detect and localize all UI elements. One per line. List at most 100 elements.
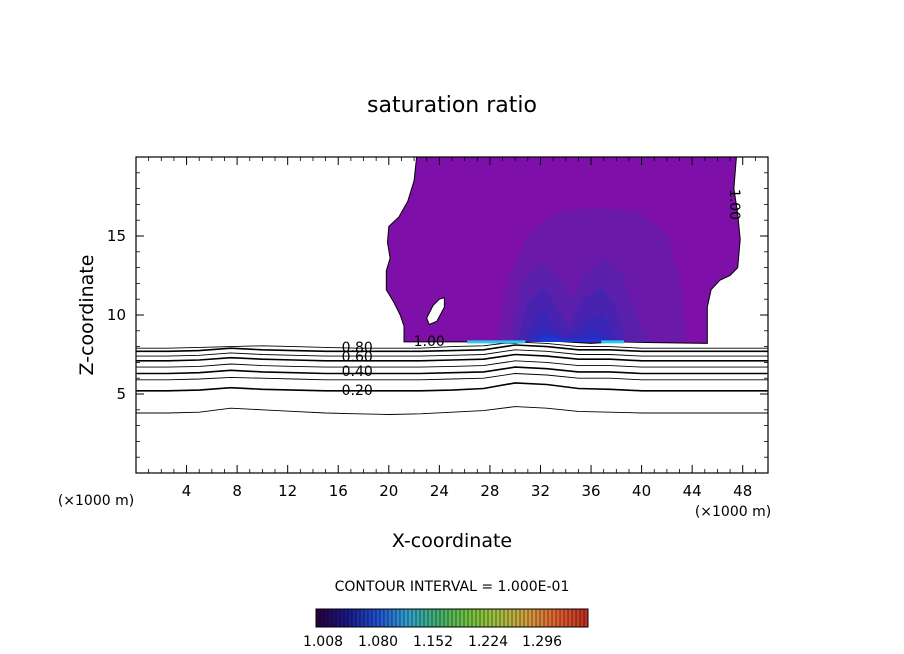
colorbar-swatch <box>316 609 321 627</box>
x-axis-ticks: 4 8 12 16 20 24 28 32 36 40 44 48 <box>148 157 756 500</box>
x-tick-label: 44 <box>683 482 702 500</box>
colorbar-swatch <box>352 609 357 627</box>
y-axis-ticks: 5 10 15 <box>107 172 768 458</box>
colorbar-frame <box>315 608 589 628</box>
colorbar-swatch <box>520 609 525 627</box>
contour-line-0.6 <box>136 353 768 362</box>
colorbar-swatch <box>404 609 409 627</box>
cloud-level-1.1 <box>535 336 607 342</box>
colorbar-swatch <box>372 609 377 627</box>
x-tick-label: 8 <box>232 482 242 500</box>
colorbar-swatch <box>500 609 505 627</box>
y-tick-label: 15 <box>107 227 126 245</box>
contour-label-3: 0.40 <box>342 364 373 380</box>
colorbar-swatch <box>580 609 585 627</box>
x-tick-label: 20 <box>379 482 398 500</box>
contour-label-6: 1.00 <box>726 189 742 220</box>
contour-label-1: 0.80 <box>342 340 373 356</box>
colorbar-swatch <box>536 609 541 627</box>
colorbar-swatch <box>464 609 469 627</box>
colorbar-swatch <box>416 609 421 627</box>
colorbar-swatch <box>468 609 473 627</box>
colorbar-swatch <box>492 609 497 627</box>
colorbar-swatch <box>332 609 337 627</box>
contour-line-0.1 <box>136 406 768 415</box>
colorbar-tick-label: 1.152 <box>413 634 453 650</box>
colorbar-swatch <box>440 609 445 627</box>
colorbar-swatch <box>484 609 489 627</box>
cloud-fill-layers <box>385 157 741 344</box>
colorbar-swatch <box>576 609 581 627</box>
colorbar-swatch <box>428 609 433 627</box>
colorbar-swatch <box>528 609 533 627</box>
colorbar-swatch <box>380 609 385 627</box>
plot-area <box>136 157 768 415</box>
colorbar-swatch <box>516 609 521 627</box>
colorbar-labels: 1.008 1.080 1.152 1.224 1.296 <box>303 634 562 650</box>
colorbar-swatch <box>384 609 389 627</box>
colorbar-swatch <box>472 609 477 627</box>
colorbar-swatch <box>488 609 493 627</box>
colorbar-swatch <box>524 609 529 627</box>
colorbar-swatch <box>392 609 397 627</box>
colorbar-swatch <box>356 609 361 627</box>
colorbar-swatch <box>348 609 353 627</box>
colorbar-swatch <box>424 609 429 627</box>
x-tick-label: 4 <box>182 482 192 500</box>
x-tick-label: 28 <box>480 482 499 500</box>
x-tick-label: 16 <box>329 482 348 500</box>
contour-interval-note: CONTOUR INTERVAL = 1.000E-01 <box>335 579 570 595</box>
x-tick-label: 36 <box>581 482 600 500</box>
colorbar-swatch <box>324 609 329 627</box>
colorbar <box>316 609 589 627</box>
contour-line-0.3 <box>136 373 768 381</box>
x-unit-right: (×1000 m) <box>695 504 771 520</box>
x-tick-label: 12 <box>278 482 297 500</box>
contour-line-0.5 <box>136 360 768 368</box>
colorbar-swatch <box>508 609 513 627</box>
colorbar-swatch <box>552 609 557 627</box>
colorbar-swatch <box>320 609 325 627</box>
colorbar-swatch <box>344 609 349 627</box>
colorbar-swatch <box>460 609 465 627</box>
contour-label-2: 0.60 <box>342 350 373 366</box>
colorbar-swatch <box>376 609 381 627</box>
colorbar-swatch <box>412 609 417 627</box>
colorbar-swatch <box>540 609 545 627</box>
contour-labels: 0.800.600.40 0.20 1.00 1.00 <box>342 189 742 399</box>
contour-line-0.7 <box>136 349 768 357</box>
colorbar-swatch <box>448 609 453 627</box>
colorbar-swatch <box>360 609 365 627</box>
colorbar-swatch <box>432 609 437 627</box>
colorbar-swatch <box>556 609 561 627</box>
colorbar-swatch <box>548 609 553 627</box>
y-axis-label: Z-coordinate <box>76 255 98 376</box>
colorbar-swatch <box>560 609 565 627</box>
colorbar-swatch <box>364 609 369 627</box>
colorbar-swatch <box>436 609 441 627</box>
x-tick-label: 48 <box>733 482 752 500</box>
colorbar-swatch <box>368 609 373 627</box>
colorbar-tick-label: 1.296 <box>522 634 562 650</box>
colorbar-swatch <box>568 609 573 627</box>
colorbar-tick-label: 1.008 <box>303 634 343 650</box>
colorbar-swatch <box>400 609 405 627</box>
colorbar-tick-label: 1.080 <box>358 634 398 650</box>
colorbar-swatch <box>444 609 449 627</box>
colorbar-swatch <box>532 609 537 627</box>
colorbar-swatch <box>396 609 401 627</box>
colorbar-swatch <box>408 609 413 627</box>
colorbar-swatch <box>572 609 577 627</box>
colorbar-swatch <box>564 609 569 627</box>
contour-line-0.9 <box>136 341 768 349</box>
colorbar-swatch <box>544 609 549 627</box>
contour-label-5: 1.00 <box>414 334 445 350</box>
chart-title: saturation ratio <box>367 93 537 118</box>
contour-line-0.8 <box>136 344 768 353</box>
x-tick-label: 32 <box>531 482 550 500</box>
colorbar-swatch <box>340 609 345 627</box>
colorbar-swatch <box>336 609 341 627</box>
colorbar-swatch <box>496 609 501 627</box>
colorbar-swatch <box>456 609 461 627</box>
